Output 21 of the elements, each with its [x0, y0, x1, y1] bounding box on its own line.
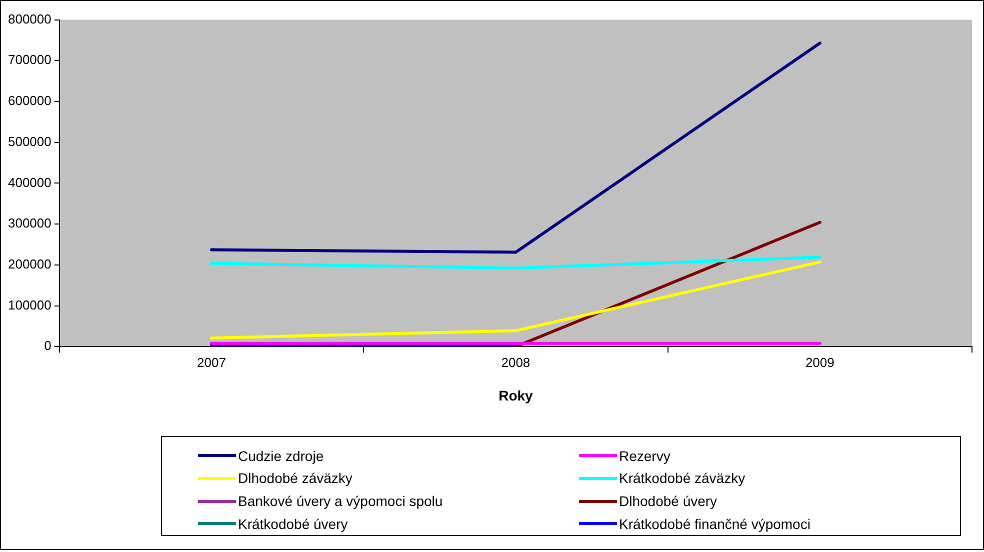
y-tick-label: 400000	[8, 174, 52, 190]
legend-label: Krátkodobé záväzky	[619, 470, 746, 486]
x-tick-label: 2008	[501, 354, 530, 370]
legend-label: Dlhodobé úvery	[619, 493, 718, 509]
y-tick-label: 300000	[8, 216, 52, 231]
y-tick-label: 200000	[8, 256, 52, 272]
legend-label: Rezervy	[619, 448, 670, 464]
y-tick-label: 700000	[8, 52, 52, 68]
legend-label: Cudzie zdroje	[238, 448, 324, 464]
y-tick-label: 0	[44, 338, 52, 354]
legend-label: Krátkodobé úvery	[238, 516, 348, 532]
x-tick-label: 2009	[805, 354, 834, 370]
y-tick-label: 800000	[8, 11, 52, 26]
legend-label: Dlhodobé záväzky	[238, 470, 352, 486]
legend-label: Bankové úvery a výpomoci spolu	[238, 493, 443, 509]
legend-label: Krátkodobé finančné výpomoci	[619, 516, 810, 532]
y-tick-label: 500000	[8, 134, 52, 149]
x-axis-title: Roky	[498, 387, 534, 404]
y-tick-label: 100000	[8, 297, 52, 312]
x-tick-label: 2007	[197, 354, 226, 370]
y-tick-label: 600000	[8, 93, 52, 108]
